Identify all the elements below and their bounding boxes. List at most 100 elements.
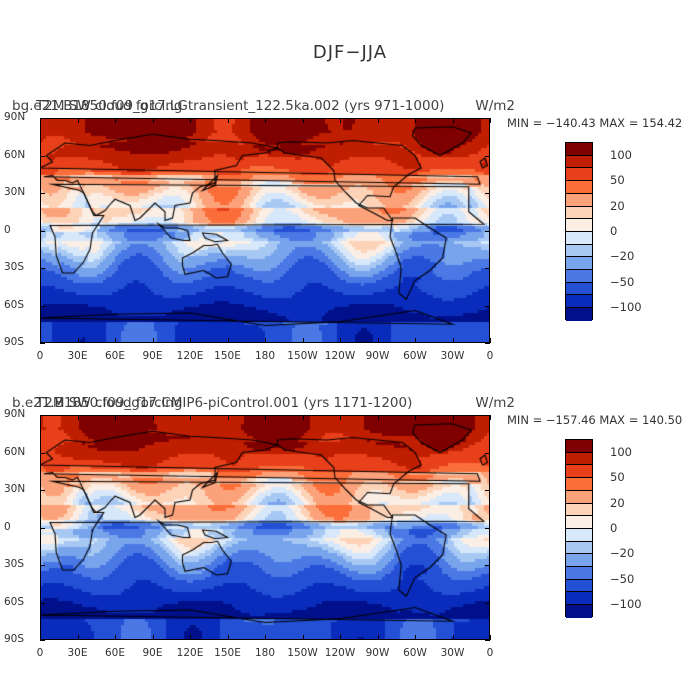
colorbar-swatch — [566, 193, 592, 207]
variable-title: T2M SW cloud forcing — [36, 395, 183, 411]
colorbar-label: 100 — [610, 444, 632, 459]
y-tick-mark — [40, 490, 45, 491]
case-title: bg.e21.B1850.f09_g17.LGtransient_122.5ka… — [12, 98, 445, 114]
page-title: DJF−JJA — [312, 42, 388, 63]
x-tick-mark — [265, 118, 266, 123]
x-tick-mark — [490, 118, 491, 123]
x-tick-mark — [152, 635, 154, 640]
x-tick-label: 60W — [403, 350, 427, 362]
x-tick-mark — [415, 338, 416, 343]
x-tick-mark — [377, 118, 379, 123]
units-label: W/m2 — [475, 98, 515, 114]
x-tick-label: 120E — [176, 647, 204, 659]
x-tick-mark — [452, 635, 454, 640]
colorbar-label: 0 — [610, 224, 618, 238]
map-frame — [40, 118, 490, 343]
y-tick-mark — [485, 527, 490, 529]
colorbar-swatch — [566, 308, 592, 321]
x-tick-mark — [40, 635, 41, 640]
colorbar-label: −100 — [610, 300, 642, 315]
x-tick-mark — [302, 415, 304, 420]
x-tick-mark — [77, 415, 79, 420]
colorbar-label: −20 — [610, 546, 635, 561]
x-tick-mark — [340, 415, 341, 420]
colorbar-swatch — [566, 503, 592, 517]
x-tick-label: 30E — [67, 647, 88, 659]
x-tick-mark — [415, 415, 416, 420]
x-tick-label: 150E — [214, 647, 241, 659]
y-tick-mark — [485, 452, 490, 454]
y-tick-mark — [485, 305, 490, 307]
x-tick-mark — [340, 118, 341, 123]
x-tick-mark — [490, 338, 491, 343]
y-tick-label: 60N — [4, 148, 26, 161]
x-tick-mark — [40, 415, 41, 420]
colorbar-swatch — [566, 579, 592, 593]
x-tick-mark — [340, 338, 341, 343]
x-tick-mark — [115, 415, 116, 420]
x-tick-mark — [340, 635, 341, 640]
x-tick-label: 90E — [142, 350, 163, 362]
x-tick-mark — [265, 415, 266, 420]
x-tick-mark — [490, 415, 491, 420]
x-tick-label: 150W — [287, 647, 318, 659]
y-tick-label: 60S — [4, 298, 25, 311]
min-max-label: MIN = −157.46 MAX = 140.50 — [507, 413, 683, 427]
y-tick-mark — [40, 565, 45, 566]
colorbar-label: 0 — [610, 521, 618, 535]
colorbar-swatch — [566, 295, 592, 309]
y-tick-label: 90N — [4, 408, 26, 420]
colorbar-swatch — [566, 168, 592, 182]
y-tick-label: 30S — [4, 261, 25, 273]
x-tick-mark — [227, 118, 229, 123]
colorbar-label: −50 — [610, 571, 635, 586]
y-tick-mark — [485, 490, 490, 491]
map-panel-bottom: b.e21.B1850.f09_g17.CMIP6-piControl.001 … — [0, 395, 700, 695]
colorbar-swatch — [566, 155, 592, 169]
y-tick-label: 30S — [4, 558, 25, 570]
x-tick-label: 150W — [287, 350, 318, 362]
x-tick-mark — [115, 635, 116, 640]
x-tick-label: 0 — [36, 350, 44, 362]
contour-map — [40, 118, 490, 343]
x-tick-label: 120E — [176, 350, 204, 362]
colorbar-label: 100 — [610, 147, 632, 162]
x-tick-label: 150E — [214, 350, 241, 362]
colorbar-swatch — [566, 452, 592, 466]
x-tick-mark — [265, 635, 266, 640]
colorbar-swatch — [566, 440, 592, 453]
x-tick-label: 90W — [365, 647, 390, 659]
x-tick-label: 60E — [105, 647, 125, 659]
y-tick-mark — [485, 343, 490, 344]
x-tick-mark — [190, 338, 191, 343]
x-tick-label: 30W — [440, 350, 465, 362]
x-tick-mark — [265, 338, 266, 343]
y-tick-mark — [485, 193, 490, 194]
x-tick-label: 180 — [254, 647, 276, 659]
colorbar-swatch — [566, 554, 592, 568]
y-tick-mark — [485, 268, 490, 269]
units-label: W/m2 — [475, 395, 515, 411]
y-tick-label: 90S — [4, 633, 25, 645]
x-tick-mark — [377, 338, 379, 343]
x-tick-mark — [227, 635, 229, 640]
x-tick-mark — [190, 415, 191, 420]
colorbar-label: 50 — [610, 470, 625, 485]
y-tick-label: 30N — [4, 186, 26, 198]
colorbar-swatch — [566, 206, 592, 220]
colorbar-swatch — [566, 181, 592, 194]
x-tick-label: 60E — [105, 350, 125, 362]
x-tick-label: 30E — [67, 350, 88, 362]
x-tick-mark — [302, 118, 304, 123]
colorbar-swatch — [566, 528, 592, 542]
colorbar-swatch — [566, 478, 592, 491]
colorbar-swatch — [566, 244, 592, 258]
x-tick-mark — [377, 415, 379, 420]
x-tick-label: 120W — [324, 350, 356, 362]
x-tick-mark — [40, 338, 41, 343]
x-tick-mark — [152, 338, 154, 343]
colorbar-label: 20 — [610, 495, 625, 510]
y-tick-label: 60N — [4, 445, 26, 458]
colorbar-swatch — [566, 231, 592, 245]
case-title: b.e21.B1850.f09_g17.CMIP6-piControl.001 … — [12, 395, 413, 411]
